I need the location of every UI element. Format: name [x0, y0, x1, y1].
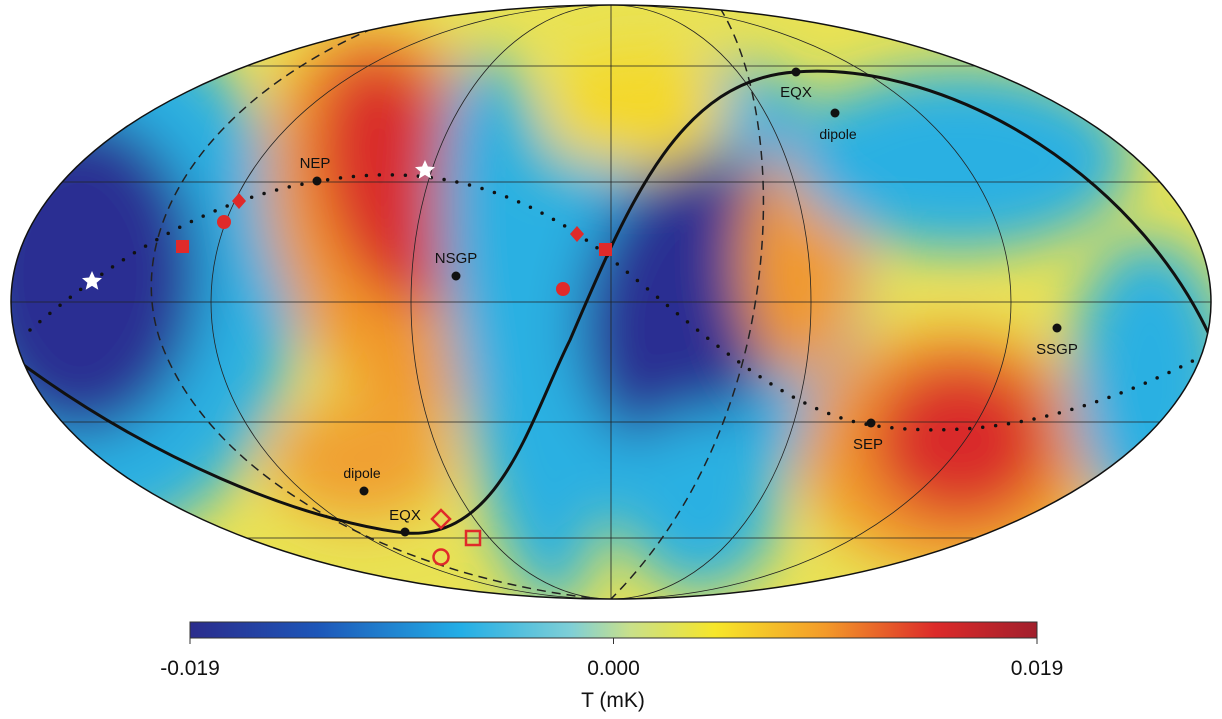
colorbar-tick-label: 0.000 [587, 657, 640, 680]
colorbar-label: T (mK) [581, 689, 645, 712]
equator-curve [11, 69, 1211, 535]
point-label: dipole [819, 126, 857, 142]
point-label: SEP [853, 436, 883, 453]
temperature-field [11, 5, 1211, 599]
markers [81, 160, 612, 566]
dashed-curve [150, 11, 611, 599]
colorbar [189, 621, 1038, 639]
map-border [10, 4, 1212, 600]
point-label: NSGP [435, 250, 478, 267]
point-label: EQX [780, 84, 812, 101]
point-label: EQX [389, 507, 421, 524]
point-label: SSGP [1036, 341, 1078, 358]
colorbar-tick-label: 0.019 [1011, 657, 1064, 680]
dashed-curve [609, 7, 765, 599]
point-label: NEP [300, 155, 331, 172]
colorbar-tick-label: -0.019 [160, 657, 220, 680]
points [312, 67, 1062, 537]
point-label: dipole [343, 465, 381, 481]
